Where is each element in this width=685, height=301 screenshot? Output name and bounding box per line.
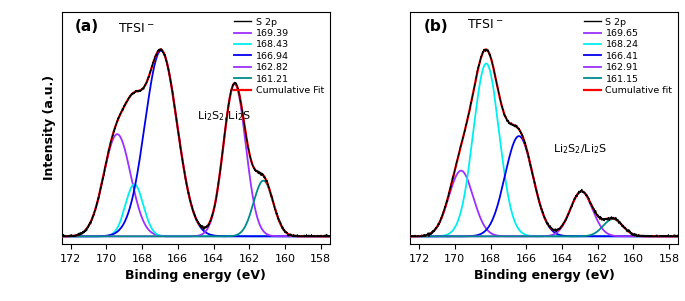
- Legend: S 2p, 169.65, 168.24, 166.41, 162.91, 161.15, Cumulative fit: S 2p, 169.65, 168.24, 166.41, 162.91, 16…: [580, 14, 676, 99]
- Text: (b): (b): [423, 19, 448, 34]
- Text: TFSI$^-$: TFSI$^-$: [119, 22, 155, 35]
- Y-axis label: Intensity (a.u.): Intensity (a.u.): [43, 75, 56, 181]
- X-axis label: Binding energy (eV): Binding energy (eV): [125, 269, 266, 282]
- Text: TFSI$^-$: TFSI$^-$: [467, 17, 503, 31]
- Text: Li$_2$S$_2$/Li$_2$S: Li$_2$S$_2$/Li$_2$S: [553, 142, 607, 156]
- X-axis label: Binding energy (eV): Binding energy (eV): [474, 269, 614, 282]
- Text: Li$_2$S$_2$/Li$_2$S: Li$_2$S$_2$/Li$_2$S: [197, 110, 251, 123]
- Text: (a): (a): [75, 19, 99, 34]
- Legend: S 2p, 169.39, 168.43, 166.94, 162.82, 161.21, Cumulative Fit: S 2p, 169.39, 168.43, 166.94, 162.82, 16…: [230, 14, 328, 99]
